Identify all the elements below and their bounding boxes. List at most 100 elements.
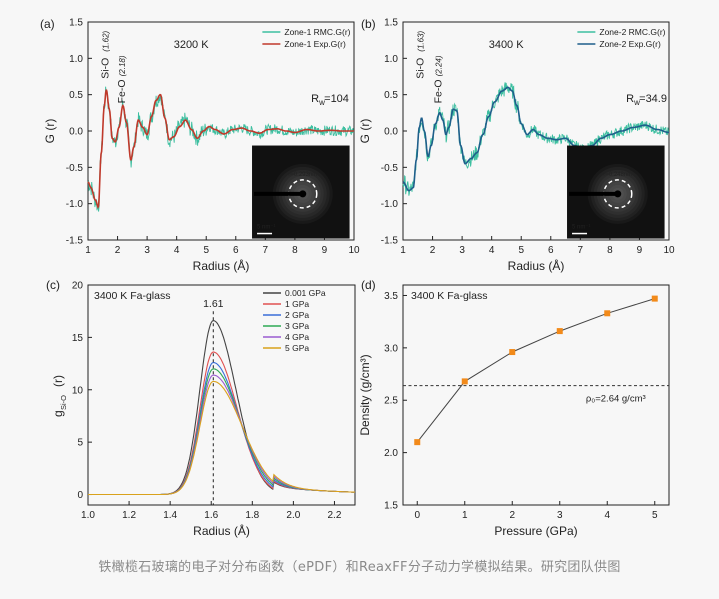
panel-d-reference-label: ρ₀=2.64 g/cm³ <box>586 394 646 405</box>
panel-d-point <box>461 378 468 385</box>
panel-b-ytick-label: -0.5 <box>381 163 399 174</box>
panel-a-inset-diffraction: r=0.293nm 5 nm⁻¹ <box>252 145 350 239</box>
panel-a-xtick-label: 6 <box>233 245 239 256</box>
panel-c-series-3 <box>88 368 356 496</box>
panel-d-ytick-label: 1.5 <box>384 501 398 512</box>
panel-b-peak-position: (1.63) <box>417 30 426 51</box>
panel-b-ytick-label: -1.0 <box>381 199 399 210</box>
panel-a-ytick-label: -1.5 <box>66 236 84 247</box>
panel-a-label: (a) <box>40 17 55 31</box>
panel-b-rw-sub: w <box>633 98 640 107</box>
panel-a-temperature: 3200 K <box>174 39 210 51</box>
panel-b-xtick-label: 8 <box>607 245 613 256</box>
panel-a-xtick-label: 4 <box>174 245 180 256</box>
panel-a-peak-position: (1.62) <box>101 30 110 51</box>
panel-a-peak-name: Si-O <box>99 58 111 79</box>
panel-d-xtick-label: 0 <box>414 510 420 521</box>
panel-a: (a) 1 2 3 4 5 6 7 8 9 10 -1.5 -1.0 -0.5 0.0 0.5 1.0 1.5 Ra… <box>40 17 360 273</box>
panel-b-ytick-label: 1.0 <box>384 54 398 65</box>
panel-c-legend-item: 0.001 GPa <box>285 288 326 298</box>
panel-d-title: 3400 K Fa-glass <box>411 290 487 302</box>
panel-d: (d) 0 1 2 3 4 5 1.5 2.0 2.5 3.0 3.5 Pressure (GPa) De… <box>358 278 670 538</box>
panel-a-rw-value: =104 <box>324 93 349 105</box>
panel-b-xtick-label: 6 <box>548 245 554 256</box>
panel-d-ytick-label: 2.0 <box>384 448 398 459</box>
panel-d-series-line <box>416 298 655 443</box>
panel-c-series-4 <box>88 374 356 496</box>
panel-c-series-1 <box>88 351 356 496</box>
panel-c-axes-frame <box>87 284 356 506</box>
panel-b-ytick-label: 0.0 <box>384 127 398 138</box>
panel-d-point <box>651 295 658 302</box>
panel-b-legend-rmc: Zone-2 RMC.G(r) <box>599 27 665 37</box>
panel-c-xtick-label: 1.0 <box>81 510 95 521</box>
panel-c-xtick-label: 1.4 <box>163 510 177 521</box>
panel-c-label: (c) <box>46 278 60 292</box>
panel-d-ylabel: Density (g/cm³) <box>358 354 372 435</box>
panel-a-xtick-label: 2 <box>115 245 121 256</box>
panel-b-xtick-label: 9 <box>637 245 643 256</box>
panel-c-legend-item: 1 GPa <box>285 299 309 309</box>
panel-c-ylabel: gSi-O (r) <box>51 375 68 417</box>
panel-c-legend-item: 4 GPa <box>285 332 309 342</box>
panel-c-xtick-label: 1.2 <box>122 510 136 521</box>
panel-d-axes-frame <box>402 284 670 506</box>
panel-c-series-2 <box>88 361 356 496</box>
panel-d-ytick-label: 3.0 <box>384 343 398 354</box>
panel-a-legend-rmc: Zone-1 RMC.G(r) <box>284 27 350 37</box>
panel-a-peak-position: (2.18) <box>118 55 127 76</box>
panel-c-xtick-label: 2.0 <box>286 510 300 521</box>
panel-d-point <box>556 328 563 335</box>
panel-b-xtick-label: 5 <box>518 245 524 256</box>
panel-a-ytick-label: 0.5 <box>69 90 83 101</box>
panel-c-title: 3400 K Fa-glass <box>94 290 170 302</box>
panel-b-ytick-label: -1.5 <box>381 236 399 247</box>
panel-d-ytick-label: 3.5 <box>384 291 398 302</box>
panel-c-xtick-label: 1.6 <box>204 510 218 521</box>
panel-d-point <box>604 310 611 317</box>
panel-a-xtick-label: 10 <box>348 245 360 256</box>
panel-d-xlabel: Pressure (GPa) <box>494 524 577 538</box>
panel-a-xtick-label: 8 <box>292 245 298 256</box>
panel-a-rw-label: R <box>311 93 319 105</box>
panel-c-ytick-label: 10 <box>72 385 84 396</box>
panel-a-inset-scale-label: 5 nm⁻¹ <box>257 225 276 231</box>
panel-d-xtick-label: 4 <box>604 510 610 521</box>
panel-b-rw-value: =34.9 <box>639 93 667 105</box>
panel-a-ytick-label: 1.5 <box>69 18 83 29</box>
panel-a-xtick-label: 3 <box>144 245 150 256</box>
figure-caption: 铁橄榄石玻璃的电子对分布函数（ePDF）和ReaxFF分子动力学模拟结果。研究团… <box>98 560 621 575</box>
panel-b-xtick-label: 2 <box>430 245 436 256</box>
panel-b-xtick-label: 3 <box>459 245 465 256</box>
panel-d-point <box>509 349 516 356</box>
panel-c-series-0 <box>88 320 356 496</box>
panel-a-inset-beamstop-center <box>299 190 307 198</box>
panel-c-ytick-label: 5 <box>77 438 83 449</box>
panel-d-xtick-label: 1 <box>462 510 468 521</box>
panel-b-xtick-label: 10 <box>663 245 675 256</box>
panel-d-label: (d) <box>361 278 376 292</box>
panel-b-series-rmc <box>402 82 669 196</box>
panel-c-xtick-label: 1.8 <box>245 510 259 521</box>
panel-c-xtick-label: 2.2 <box>328 510 342 521</box>
panel-b-peak-name: Fe-O <box>433 79 445 103</box>
panel-a-ytick-label: -1.0 <box>66 199 84 210</box>
panel-a-xtick-label: 1 <box>85 245 91 256</box>
panel-c-ytick-label: 20 <box>72 281 84 292</box>
panel-b-temperature: 3400 K <box>489 39 525 51</box>
panel-c-xlabel: Radius (Å) <box>193 523 250 538</box>
panel-b-peak-position: (2.24) <box>435 55 444 76</box>
panel-a-xtick-label: 5 <box>203 245 209 256</box>
panel-b-peak-label: Si-O (1.63) <box>415 30 427 78</box>
panel-c-legend-item: 5 GPa <box>285 343 309 353</box>
panel-a-ytick-label: -0.5 <box>66 163 84 174</box>
panel-b-legend-exp: Zone-2 Exp.G(r) <box>599 39 661 49</box>
panel-b-rw-label: R <box>626 93 634 105</box>
panel-c-peak-label: 1.61 <box>203 298 224 310</box>
panel-b-series-exp <box>402 86 670 192</box>
panel-a-peak-label: Si-O (1.62) <box>99 30 111 78</box>
panel-c-ylabel-sub: Si-O <box>59 395 68 410</box>
panel-a-rw-sub: w <box>318 98 325 107</box>
panel-b-inset-label: r=0.248nm <box>603 172 632 178</box>
panel-d-xtick-label: 5 <box>652 510 658 521</box>
